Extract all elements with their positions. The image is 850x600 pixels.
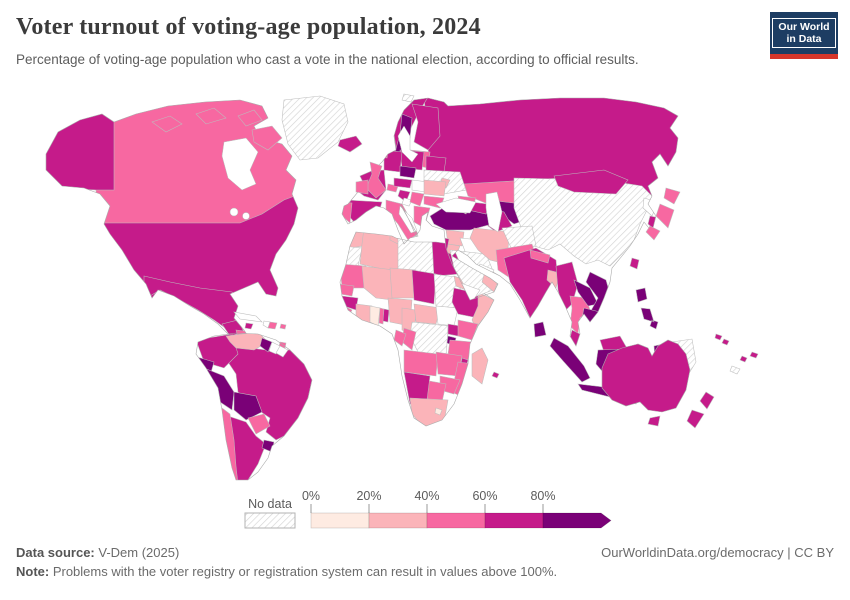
country-south-africa[interactable] [409, 397, 449, 428]
coast-north-america [45, 99, 299, 357]
great-lake-2 [242, 212, 250, 220]
chart-subtitle: Percentage of voting-age population who … [16, 52, 639, 67]
country-japan[interactable] [645, 187, 681, 241]
country-madagascar[interactable] [471, 347, 489, 385]
caspian-sea [485, 191, 503, 233]
country-peru[interactable] [203, 367, 235, 411]
country-mexico[interactable] [143, 275, 241, 331]
map-legend: No data 0% 20% 40% 60% 80% [244, 489, 612, 529]
country-united-kingdom[interactable] [365, 161, 387, 199]
great-lake-1 [229, 207, 239, 217]
country-lesotho[interactable] [434, 407, 443, 416]
country-portugal[interactable] [342, 201, 353, 224]
country-czechia[interactable] [399, 165, 417, 179]
country-philippines[interactable] [635, 287, 659, 330]
country-india[interactable] [503, 247, 559, 321]
country-serbia[interactable] [409, 191, 425, 207]
country-venezuela[interactable] [225, 332, 269, 351]
country-iceland[interactable] [337, 135, 363, 153]
country-australia[interactable] [595, 332, 700, 422]
country-vanuatu[interactable] [739, 355, 748, 363]
country-tasmania[interactable] [647, 415, 661, 427]
coast-africa [339, 231, 495, 427]
country-new-caledonia[interactable] [729, 365, 741, 375]
country-sri-lanka[interactable] [533, 321, 547, 338]
country-paraguay[interactable] [247, 413, 271, 435]
coast-australia [601, 339, 691, 413]
country-guyana[interactable] [259, 337, 273, 353]
legend-no-data-label: No data [248, 497, 292, 511]
legend-tick-20: 20% [356, 489, 381, 503]
country-south-sudan[interactable] [435, 305, 459, 327]
country-mali[interactable] [361, 265, 395, 301]
country-canada-arctic-islands[interactable] [151, 107, 283, 151]
hudson-bay [221, 137, 259, 191]
continent-africa [338, 232, 494, 428]
legend-swatch-0-20[interactable] [310, 512, 370, 529]
legend-tick-60: 60% [472, 489, 497, 503]
credit-link[interactable]: OurWorldinData.org/democracy | CC BY [601, 545, 834, 560]
owid-logo-text: Our World in Data [772, 18, 836, 48]
country-belarus[interactable] [425, 155, 447, 173]
black-sea [435, 197, 477, 214]
country-bosnia[interactable] [401, 197, 413, 207]
baltic-sea [397, 125, 419, 163]
country-car[interactable] [413, 303, 441, 325]
country-taiwan[interactable] [629, 257, 640, 270]
country-angola[interactable] [403, 349, 439, 377]
country-mauritius[interactable] [491, 371, 500, 379]
country-bolivia[interactable] [233, 391, 263, 421]
coast-eurasia [341, 97, 679, 347]
country-fiji[interactable] [749, 351, 759, 359]
country-chad[interactable] [411, 269, 437, 305]
continent-australia [595, 332, 700, 422]
country-senegal[interactable] [338, 283, 355, 297]
country-togo[interactable] [378, 307, 385, 325]
country-united-states-alaska[interactable] [0, 92, 115, 191]
country-ireland[interactable] [355, 179, 369, 195]
country-afghanistan[interactable] [501, 225, 537, 251]
chart-note: Note: Problems with the voter registry o… [16, 564, 558, 579]
country-cuba[interactable] [233, 311, 263, 323]
country-nepal[interactable] [529, 249, 551, 264]
country-new-zealand[interactable] [686, 391, 715, 429]
country-romania[interactable] [423, 179, 447, 197]
country-puerto-rico[interactable] [279, 323, 287, 330]
country-gabon[interactable] [393, 329, 407, 347]
country-benin[interactable] [382, 308, 390, 323]
continent-south-america [196, 332, 312, 480]
world-map: No data 0% 20% 40% 60% 80% [0, 92, 850, 537]
legend-tick-80: 80% [530, 489, 555, 503]
owid-logo-redbar [770, 54, 838, 59]
coast-south-america [195, 332, 313, 481]
legend-swatch-40-60[interactable] [426, 512, 486, 529]
legend-tick-0: 0% [302, 489, 320, 503]
country-jamaica[interactable] [244, 322, 254, 330]
data-source: Data source: V-Dem (2025) [16, 545, 180, 560]
chart-footer: Data source: V-Dem (2025) OurWorldinData… [16, 545, 834, 579]
country-austria[interactable] [393, 177, 413, 189]
country-mongolia[interactable] [553, 169, 629, 195]
country-cote-divoire[interactable] [355, 303, 373, 325]
country-netherlands[interactable] [379, 149, 389, 159]
legend-no-data-swatch[interactable] [244, 512, 296, 529]
owid-logo[interactable]: Our World in Data [770, 12, 838, 59]
page-title: Voter turnout of voting-age population, … [16, 14, 481, 40]
country-germany[interactable] [383, 149, 403, 173]
country-solomon-islands[interactable] [714, 333, 730, 346]
country-finland[interactable] [411, 103, 441, 151]
legend-swatch-20-40[interactable] [368, 512, 428, 529]
legend-swatch-60-80[interactable] [484, 512, 544, 529]
country-greenland[interactable] [281, 95, 349, 161]
country-laos[interactable] [573, 279, 599, 307]
country-malaysia-peninsula[interactable] [569, 329, 581, 350]
country-guinea[interactable] [341, 295, 359, 311]
country-svalbard[interactable] [401, 93, 415, 103]
country-dominican-republic[interactable] [267, 321, 278, 330]
country-french-guiana[interactable] [275, 345, 289, 358]
legend-swatch-80-plus[interactable] [542, 512, 612, 529]
legend-tick-40: 40% [414, 489, 439, 503]
